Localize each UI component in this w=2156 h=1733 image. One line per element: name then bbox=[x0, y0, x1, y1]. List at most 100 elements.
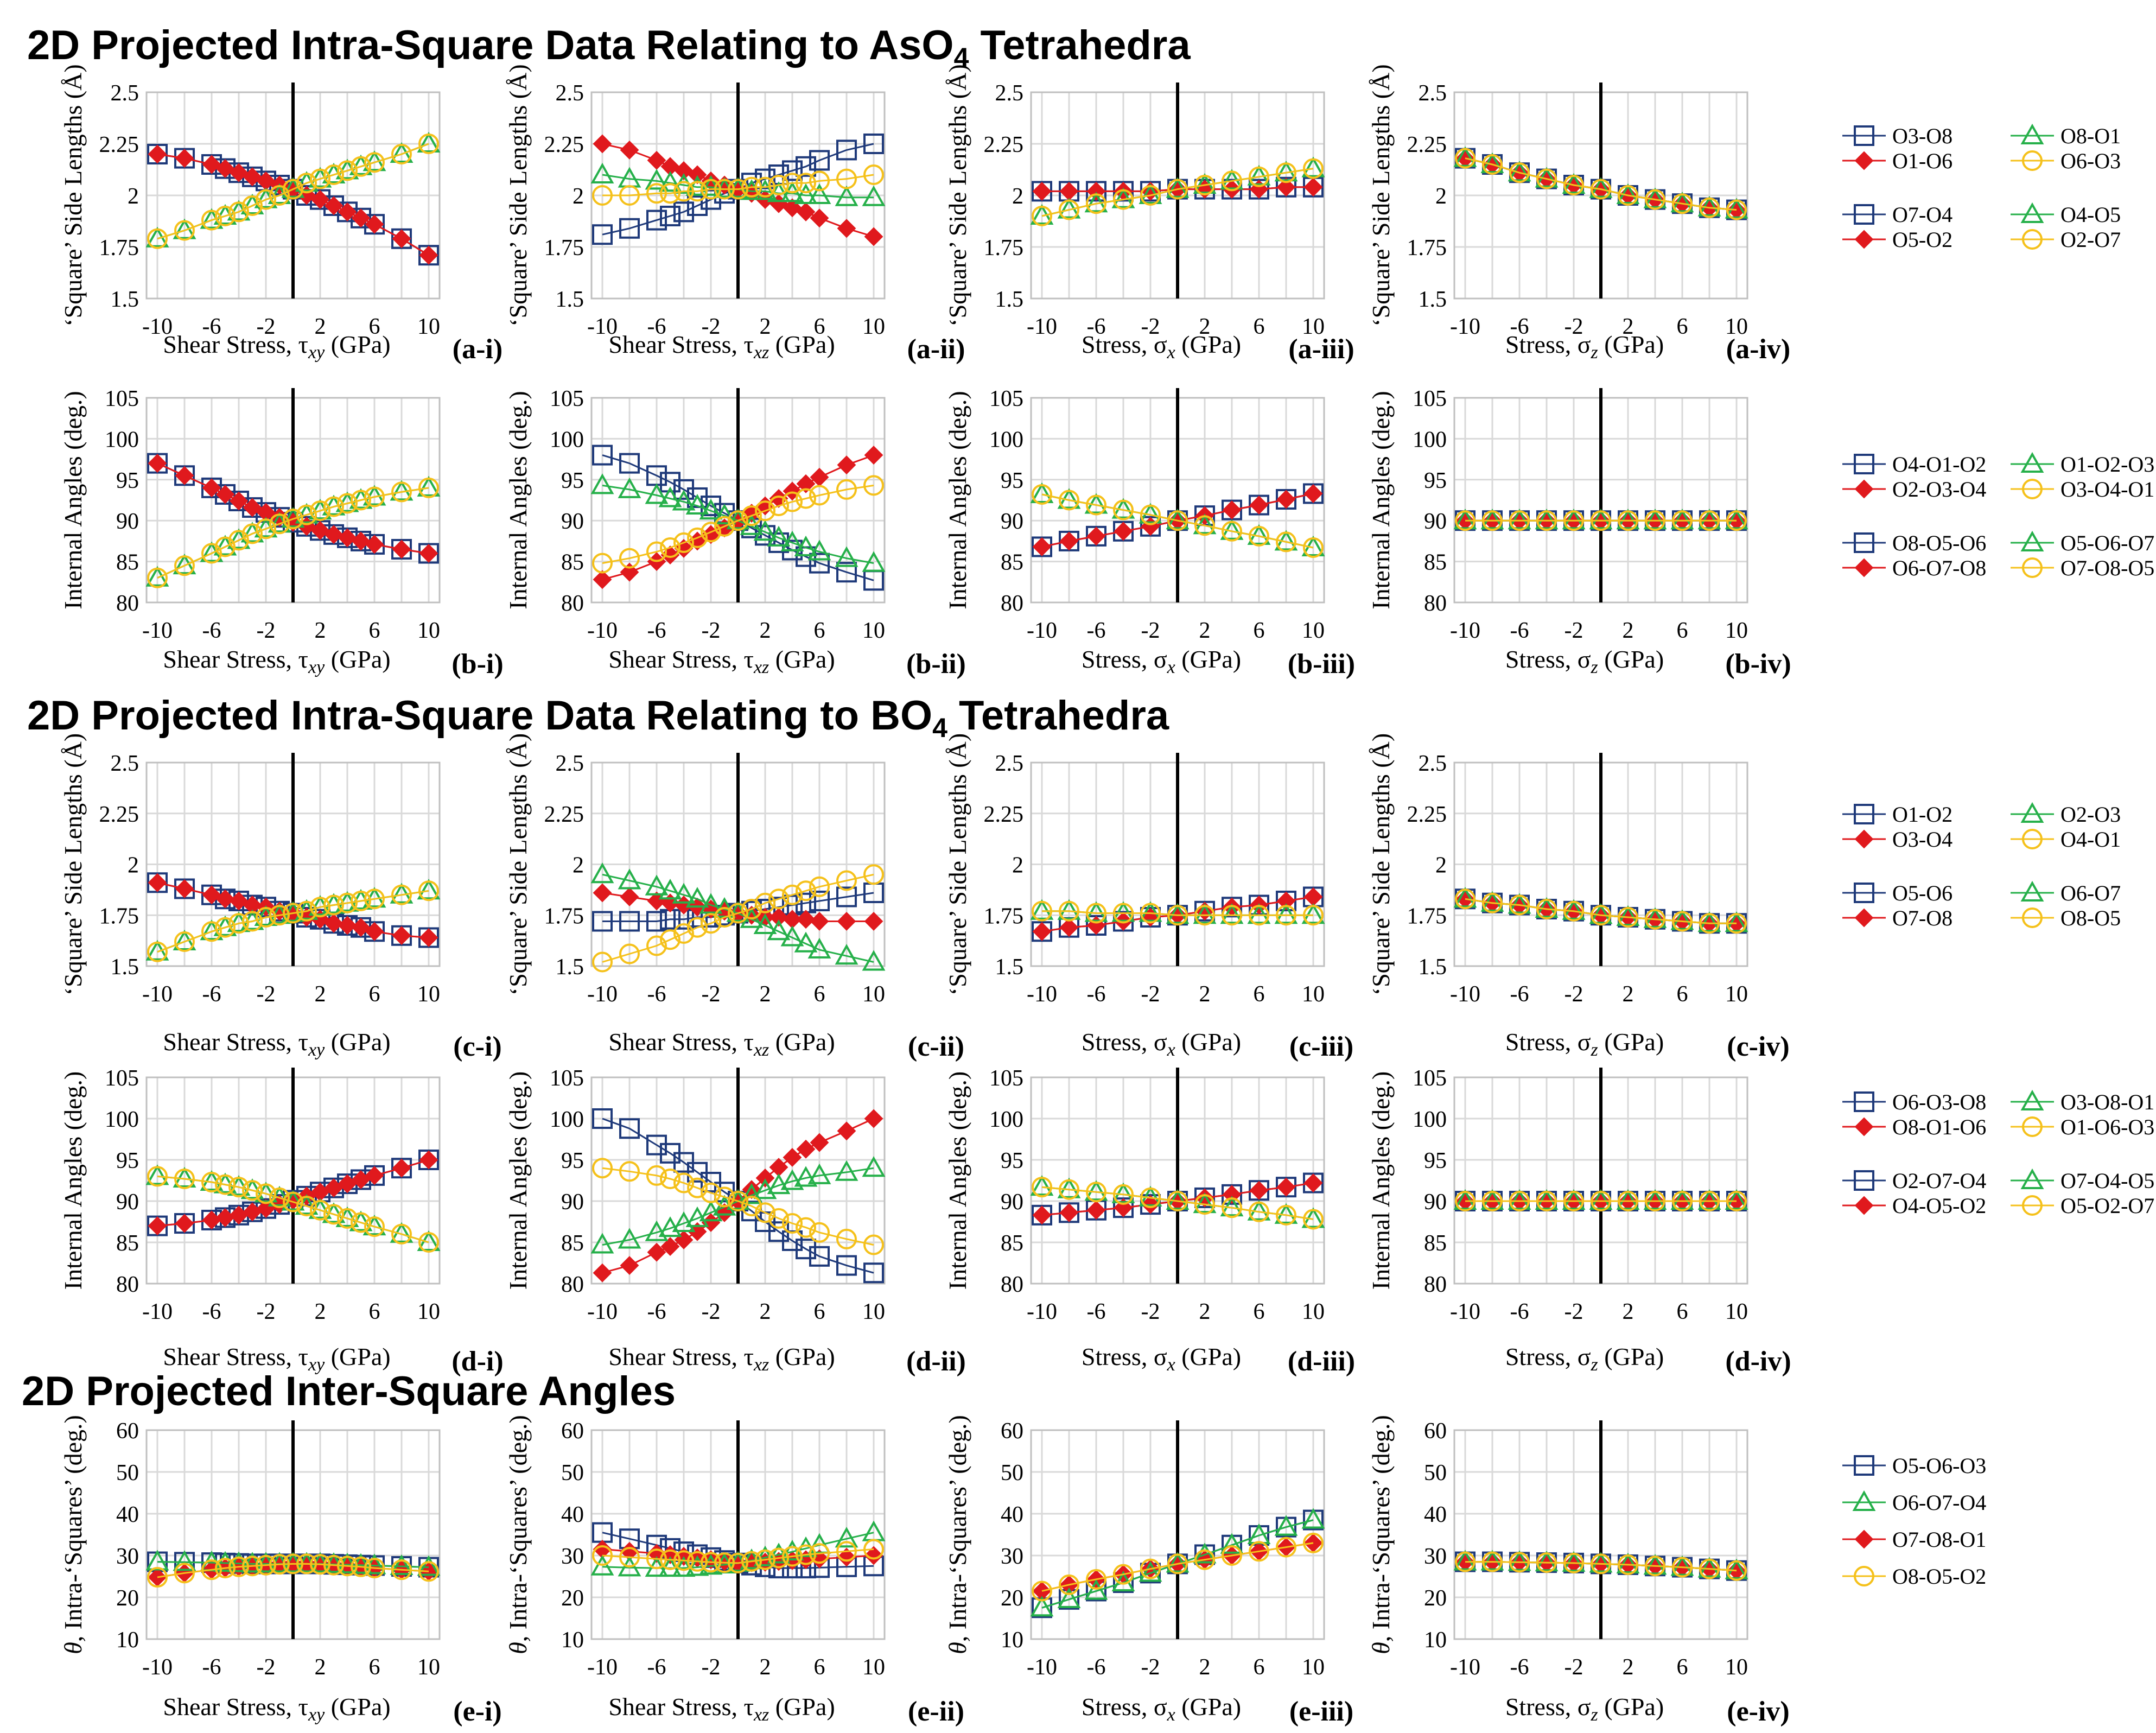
y-tick-label: 80 bbox=[116, 1272, 139, 1297]
data-point-o2-o3 bbox=[1453, 887, 1477, 908]
data-point-o2-o3-o4 bbox=[365, 535, 384, 554]
legend-marker bbox=[2020, 1168, 2044, 1189]
x-axis-label: Shear Stress, τxz (GPa) bbox=[608, 1693, 835, 1725]
y-axis-label: Internal Angles (deg.) bbox=[944, 1071, 971, 1290]
data-point-o3-o4-o1 bbox=[1167, 510, 1188, 531]
data-point-o8-o1-o6 bbox=[1303, 1173, 1323, 1192]
legend-label: O3-O4-O1 bbox=[2060, 477, 2154, 502]
data-point-o4-o1 bbox=[296, 900, 317, 922]
y-tick-label: 20 bbox=[561, 1586, 584, 1611]
data-point-o1-o6-o3 bbox=[1455, 1191, 1476, 1211]
data-point-o1-o2-o3 bbox=[1535, 509, 1559, 530]
data-point-o3-o4-o1 bbox=[1482, 510, 1503, 531]
data-point-o1-o6-o3 bbox=[1194, 1194, 1215, 1215]
y-tick-label: 105 bbox=[105, 386, 139, 411]
data-point-o3-o4-o1 bbox=[323, 496, 344, 517]
data-point-o6-o3 bbox=[673, 181, 694, 202]
y-tick-label: 1.75 bbox=[544, 904, 584, 929]
x-tick-label: 2 bbox=[1199, 314, 1211, 339]
data-point-o4-o1 bbox=[283, 903, 303, 924]
data-point-o4-o1 bbox=[619, 943, 640, 964]
x-tick-label: -10 bbox=[587, 314, 618, 339]
legend-marker bbox=[1852, 1490, 1876, 1511]
data-point-o6-o3 bbox=[796, 173, 816, 194]
data-point-o8-o5-o2 bbox=[619, 1547, 640, 1568]
data-point-o8-o1 bbox=[1301, 156, 1325, 177]
x-tick-label: 6 bbox=[1254, 618, 1265, 643]
y-tick-label: 85 bbox=[116, 550, 139, 575]
legend-marker bbox=[1854, 1170, 1874, 1191]
data-point-o1-o6 bbox=[1303, 177, 1323, 197]
x-tick-label: -2 bbox=[1141, 1655, 1160, 1680]
y-tick-label: 10 bbox=[1424, 1628, 1447, 1653]
x-axis-label: Shear Stress, τxy (GPa) bbox=[163, 645, 390, 677]
data-point-o6-o3 bbox=[863, 164, 884, 185]
legend-b: O4-O1-O2 O1-O2-O3 O2-O3-O4 O3-O4-O1 O8-O5-O6… bbox=[1842, 452, 2154, 580]
data-point-o2-o3 bbox=[794, 931, 818, 953]
y-tick-label: 60 bbox=[1001, 1419, 1023, 1444]
y-tick-label: 50 bbox=[116, 1461, 139, 1486]
x-tick-label: -6 bbox=[1087, 618, 1106, 643]
data-point-o3-o8-o1 bbox=[145, 1164, 169, 1185]
y-tick-label: 2.25 bbox=[1407, 802, 1447, 827]
data-point-o1-o6-o3 bbox=[310, 1199, 330, 1221]
x-tick-label: 10 bbox=[862, 618, 885, 643]
legend-label: O8-O5-O2 bbox=[1892, 1564, 1986, 1589]
panel-a-iv: 1.5 1.75 2 2.25 2.5 -10 -6 -2 2 6 10 ‘Square’ Side … bbox=[1367, 64, 1790, 365]
x-axis-label: Shear Stress, τxz (GPa) bbox=[608, 1028, 835, 1060]
x-tick-label: -6 bbox=[1510, 314, 1529, 339]
y-tick-label: 1.75 bbox=[1407, 236, 1447, 261]
data-point-o6-o3 bbox=[337, 160, 358, 181]
data-point-o1-o6-o3 bbox=[1536, 1191, 1557, 1211]
data-point-o6-o3 bbox=[1276, 162, 1296, 183]
data-point-o1-o6-o3 bbox=[1059, 1179, 1079, 1200]
data-point-o4-o1 bbox=[242, 911, 263, 932]
data-point-o8-o1 bbox=[417, 131, 441, 153]
data-point-o4-o1 bbox=[1591, 905, 1611, 926]
data-point-o1-o6 bbox=[175, 149, 194, 168]
data-point-o2-o3 bbox=[1274, 903, 1298, 924]
legend-marker bbox=[2020, 123, 2044, 144]
y-axis-label: Internal Angles (deg.) bbox=[59, 1071, 87, 1290]
y-tick-label: 80 bbox=[1424, 1272, 1447, 1297]
data-point-o3-o4-o1 bbox=[1563, 510, 1584, 531]
data-point-o1-o6-o3 bbox=[1699, 1191, 1720, 1211]
data-point-o2-o3 bbox=[1139, 901, 1162, 922]
x-tick-label: -2 bbox=[702, 618, 721, 643]
data-point-o2-o3 bbox=[753, 913, 777, 934]
data-point-o6-o3 bbox=[269, 185, 290, 206]
x-tick-label: 10 bbox=[1302, 1299, 1325, 1324]
panel-c-iv: 1.5 1.75 2 2.25 2.5 -10 -6 -2 2 6 10 ‘Square’ Side … bbox=[1367, 733, 1790, 1062]
data-point-o2-o3 bbox=[1030, 899, 1054, 920]
y-tick-label: 105 bbox=[550, 1066, 584, 1091]
y-tick-label: 50 bbox=[1424, 1461, 1447, 1486]
y-tick-label: 90 bbox=[1424, 1190, 1447, 1215]
data-point-o3-o8-o1 bbox=[1643, 1189, 1667, 1210]
data-point-o4-o1 bbox=[1086, 903, 1106, 924]
data-point-o1-o6-o3 bbox=[1249, 1201, 1269, 1222]
panel-label: (a-i) bbox=[453, 334, 503, 365]
data-point-o8-o1-o6 bbox=[810, 1133, 829, 1152]
legend-label: O3-O8 bbox=[1892, 124, 1953, 148]
data-point-o1-o2-o3 bbox=[1480, 509, 1504, 530]
data-point-o1-o2-o3 bbox=[1508, 509, 1531, 530]
data-point-o8-o5-o2 bbox=[673, 1550, 694, 1571]
data-point-o3-o8 bbox=[836, 139, 857, 161]
y-tick-label: 85 bbox=[561, 550, 584, 575]
data-point-o1-o2-o3 bbox=[1670, 509, 1694, 530]
data-point-o6-o3 bbox=[1086, 193, 1106, 214]
data-point-o4-o1 bbox=[1509, 894, 1530, 916]
data-point-o3-o4-o1 bbox=[809, 485, 830, 506]
data-point-o3-o4-o1 bbox=[1591, 510, 1611, 531]
data-point-o3-o4-o1 bbox=[1276, 531, 1296, 553]
y-axis-label: ‘Square’ Side Lengths (Å) bbox=[944, 64, 971, 326]
y-axis-label: ‘Square’ Side Lengths (Å) bbox=[944, 733, 971, 995]
x-tick-label: -10 bbox=[1027, 982, 1057, 1007]
data-point-o4-o1 bbox=[351, 891, 371, 911]
y-tick-label: 1.5 bbox=[1419, 287, 1447, 312]
x-tick-label: 6 bbox=[814, 314, 825, 339]
data-point-o4-o1 bbox=[1672, 911, 1693, 932]
data-point-o1-o2-o3 bbox=[658, 486, 682, 507]
data-point-o3-o4 bbox=[351, 918, 371, 937]
data-point-o7-o8-o1 bbox=[1057, 1587, 1081, 1608]
